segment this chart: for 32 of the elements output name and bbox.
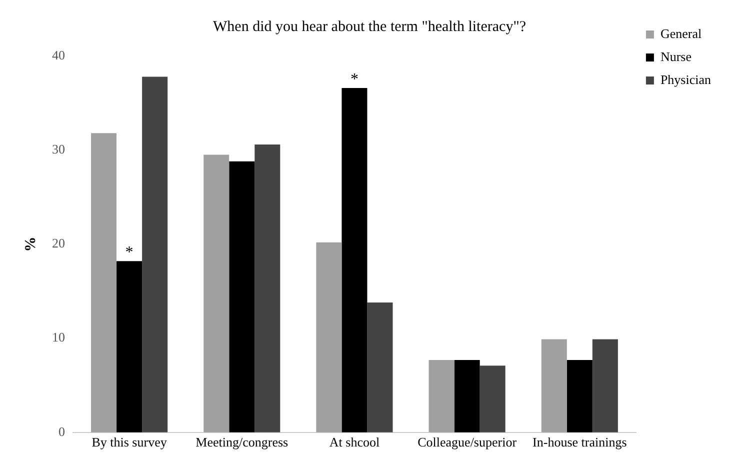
legend-label: Nurse <box>660 48 692 64</box>
y-tick-label: 30 <box>52 142 65 157</box>
x-tick-label: By this survey <box>92 434 168 450</box>
bar <box>566 360 592 432</box>
y-tick-label: 20 <box>52 236 65 251</box>
x-tick-label: In-house trainings <box>532 434 627 450</box>
x-tick-label: Colleague/superior <box>418 434 518 450</box>
bar <box>541 339 567 432</box>
annotation: * <box>350 70 358 88</box>
annotation: * <box>125 244 134 262</box>
bar <box>116 261 142 432</box>
chart-title: When did you hear about the term "health literacy"? <box>213 18 526 35</box>
legend-label: Physician <box>660 72 712 87</box>
bar <box>428 360 454 432</box>
bar <box>367 302 393 432</box>
bar <box>342 88 368 432</box>
bar <box>142 76 168 432</box>
bar <box>229 161 255 432</box>
legend-label: General <box>660 26 702 41</box>
bar <box>91 133 117 432</box>
x-tick-label: Meeting/congress <box>196 434 288 450</box>
bar <box>316 242 342 432</box>
bar <box>480 366 506 432</box>
y-axis-title: % <box>22 236 39 252</box>
bar <box>254 144 280 432</box>
y-tick-label: 0 <box>58 424 65 439</box>
y-tick-label: 40 <box>52 47 65 62</box>
bar <box>454 360 480 432</box>
bar <box>592 339 618 432</box>
y-tick-label: 10 <box>52 330 65 345</box>
x-tick-label: At shcool <box>329 434 380 450</box>
bar <box>204 154 230 432</box>
